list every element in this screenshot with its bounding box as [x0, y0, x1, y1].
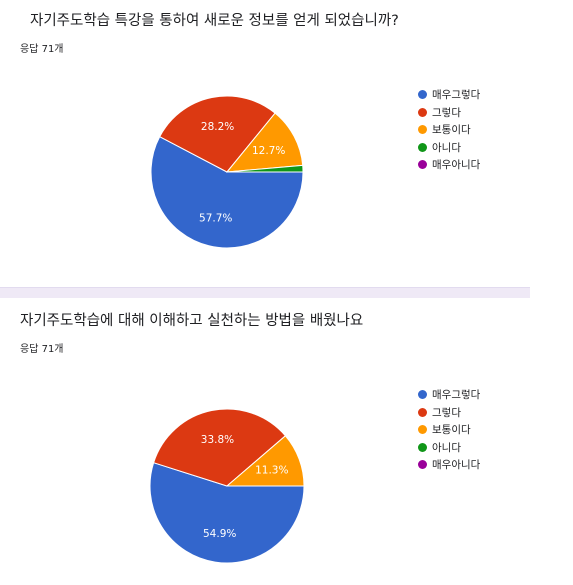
chart-card-2: 자기주도학습에 대해 이해하고 실천하는 방법을 배웠나요 응답 71개 54.… [0, 300, 573, 585]
chart-card-1: 자기주도학습 특강을 통하여 새로운 정보를 얻게 되었습니까? 응답 71개 … [0, 0, 573, 287]
pie-slice[interactable] [159, 95, 276, 173]
chart-title: 자기주도학습 특강을 통하여 새로운 정보를 얻게 되었습니까? [30, 13, 399, 29]
legend-label: 아니다 [432, 141, 461, 154]
legend-swatch [418, 442, 427, 452]
slice-data-label: 33.8% [201, 434, 234, 446]
legend-label: 매우아니다 [432, 459, 481, 472]
pie-slice[interactable] [225, 112, 304, 173]
legend-swatch [418, 390, 427, 400]
response-count: 응답 71개 [20, 344, 64, 355]
slice-data-label: 57.7% [199, 213, 232, 225]
pie-slice[interactable] [152, 408, 287, 487]
slice-data-label: 28.2% [201, 121, 234, 133]
response-count: 응답 71개 [20, 44, 64, 55]
legend-label: 보통이다 [432, 124, 471, 137]
legend-label: 보통이다 [432, 424, 471, 437]
legend-label: 매우아니다 [432, 159, 481, 172]
section-divider [0, 287, 530, 298]
legend-swatch [418, 425, 427, 435]
legend-swatch [418, 125, 427, 135]
legend-label: 아니다 [432, 441, 461, 454]
pie-slice[interactable] [225, 435, 305, 487]
legend-label: 매우그렇다 [432, 389, 481, 402]
legend-swatch [418, 407, 427, 417]
legend-label: 매우그렇다 [432, 89, 481, 102]
legend-item[interactable]: 아니다 [418, 439, 480, 457]
pie-chart: 54.9% 33.8% 11.3% [149, 408, 305, 564]
legend: 매우그렇다 그렇다 보통이다 아니다 매우아니다 [418, 86, 480, 174]
legend-swatch [418, 460, 427, 470]
chart-title: 자기주도학습에 대해 이해하고 실천하는 방법을 배웠나요 [20, 313, 364, 329]
legend-label: 그렇다 [432, 106, 461, 119]
pie-slice[interactable] [149, 462, 305, 564]
slice-data-label: 11.3% [255, 464, 288, 476]
pie-slice[interactable] [226, 164, 304, 173]
legend-item[interactable]: 보통이다 [418, 121, 480, 139]
legend-item[interactable]: 매우그렇다 [418, 386, 480, 404]
legend-item[interactable]: 아니다 [418, 139, 480, 157]
legend-item[interactable]: 그렇다 [418, 404, 480, 422]
legend-item[interactable]: 매우아니다 [418, 156, 480, 174]
legend-item[interactable]: 매우아니다 [418, 456, 480, 474]
legend-item[interactable]: 그렇다 [418, 104, 480, 122]
legend-item[interactable]: 보통이다 [418, 421, 480, 439]
slice-data-label: 54.9% [203, 528, 236, 540]
pie-slice[interactable] [150, 135, 304, 249]
legend-swatch [418, 90, 427, 100]
slice-data-label: 12.7% [252, 145, 285, 157]
legend-label: 그렇다 [432, 406, 461, 419]
pie-chart: 57.7% 28.2% 12.7% [150, 95, 304, 249]
legend-swatch [418, 107, 427, 117]
legend: 매우그렇다 그렇다 보통이다 아니다 매우아니다 [418, 386, 480, 474]
legend-swatch [418, 142, 427, 152]
legend-swatch [418, 160, 427, 170]
legend-item[interactable]: 매우그렇다 [418, 86, 480, 104]
